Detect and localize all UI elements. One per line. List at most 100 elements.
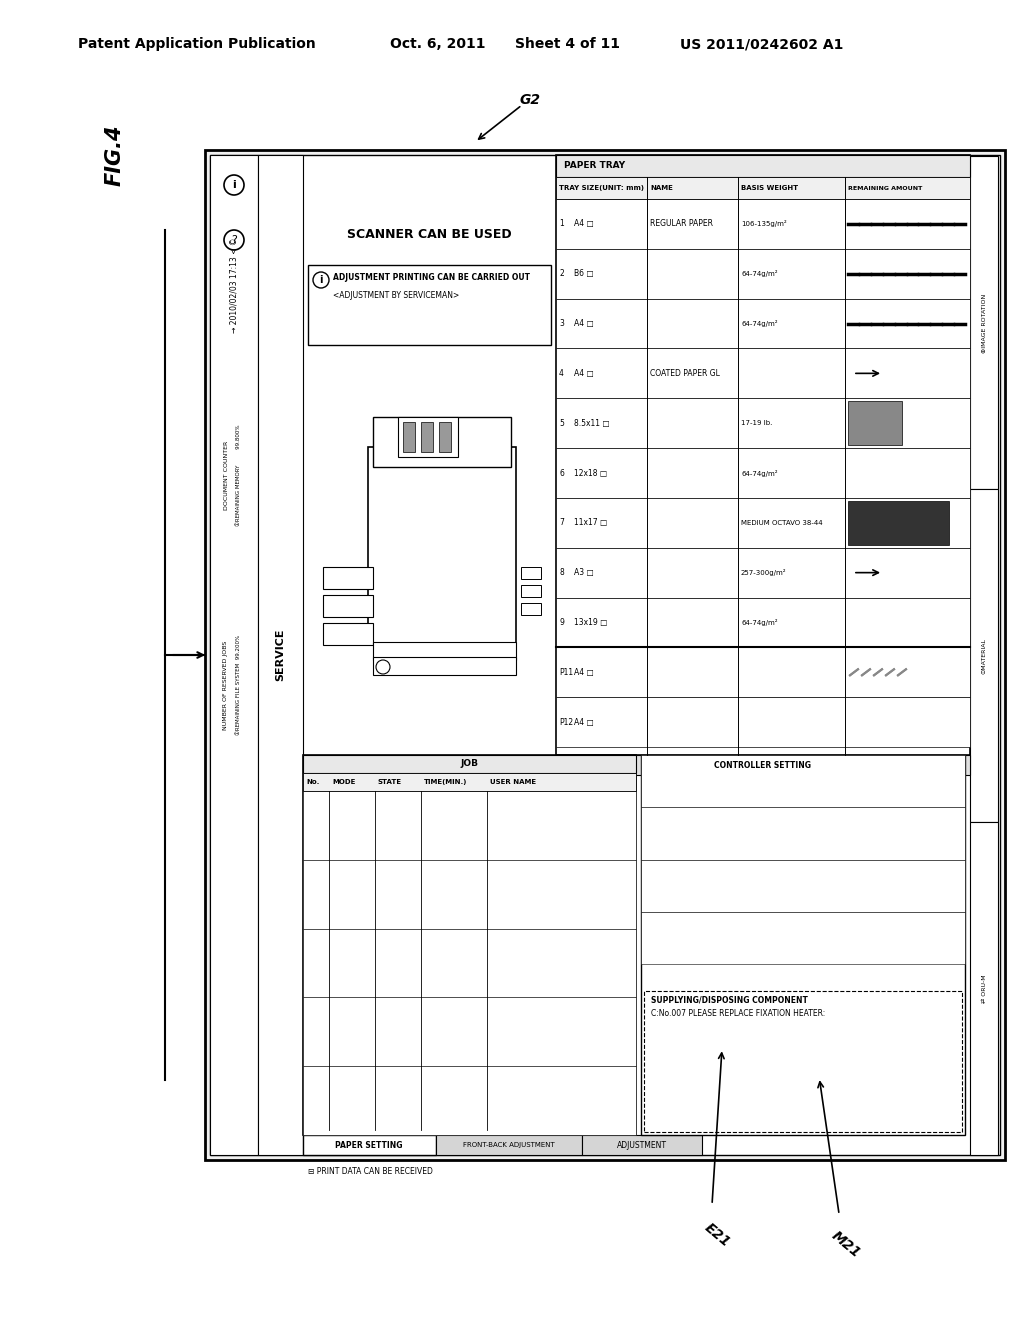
Text: i: i: [319, 275, 323, 285]
Bar: [439, 422, 451, 451]
Text: A4 □: A4 □: [574, 718, 594, 726]
Text: 17-19 lb.: 17-19 lb.: [741, 420, 772, 426]
Bar: [210, 154, 258, 1155]
Text: 11x17 □: 11x17 □: [574, 519, 607, 527]
Text: NUMBER OF RESERVED JOBS: NUMBER OF RESERVED JOBS: [223, 640, 228, 730]
Bar: [556, 154, 970, 177]
Text: FRONT-BACK ADJUSTMENT: FRONT-BACK ADJUSTMENT: [463, 1142, 555, 1148]
Text: ①REMAINING MEMORY         99.800%: ①REMAINING MEMORY 99.800%: [237, 424, 242, 525]
Text: P12: P12: [559, 718, 573, 726]
Bar: [556, 348, 970, 399]
Text: NAME: NAME: [650, 185, 673, 191]
Bar: [970, 488, 998, 822]
Text: JOB: JOB: [460, 759, 478, 768]
Bar: [373, 657, 516, 675]
Bar: [398, 417, 458, 457]
Bar: [641, 755, 965, 1135]
Bar: [303, 755, 636, 774]
Text: Oct. 6, 2011: Oct. 6, 2011: [390, 37, 485, 51]
Bar: [641, 859, 965, 912]
Text: 64-74g/m²: 64-74g/m²: [741, 319, 777, 327]
Text: SCANNER CAN BE USED: SCANNER CAN BE USED: [347, 228, 511, 242]
Bar: [556, 248, 970, 298]
Bar: [258, 154, 303, 1155]
Text: ⇄ ORU-M: ⇄ ORU-M: [981, 974, 986, 1003]
Text: C:No.007 PLEASE REPLACE FIXATION HEATER:: C:No.007 PLEASE REPLACE FIXATION HEATER:: [651, 1008, 825, 1018]
Text: 7: 7: [559, 519, 564, 527]
Circle shape: [224, 230, 244, 249]
Bar: [556, 697, 970, 747]
Bar: [308, 265, 551, 345]
Bar: [521, 603, 541, 615]
Circle shape: [376, 660, 390, 675]
Text: 64-74g/m²: 64-74g/m²: [741, 470, 777, 477]
Bar: [970, 156, 998, 488]
Text: 12x18 □: 12x18 □: [574, 469, 607, 478]
Text: PAPER TRAY: PAPER TRAY: [564, 161, 625, 170]
Text: STATE: STATE: [378, 779, 402, 785]
Text: A4 □: A4 □: [574, 319, 594, 329]
Bar: [641, 912, 965, 964]
Text: REMAINING AMOUNT: REMAINING AMOUNT: [848, 186, 923, 190]
Bar: [303, 928, 636, 998]
Bar: [848, 401, 901, 445]
Text: 3: 3: [559, 319, 564, 329]
Text: CONTROLLER SETTING: CONTROLLER SETTING: [715, 760, 811, 770]
Bar: [556, 154, 970, 755]
Text: TRAY SIZE(UNIT: mm): TRAY SIZE(UNIT: mm): [559, 185, 644, 191]
Text: 8.5x11 □: 8.5x11 □: [574, 418, 609, 428]
Text: ADJUSTMENT: ADJUSTMENT: [617, 1140, 667, 1150]
Circle shape: [313, 272, 329, 288]
Bar: [403, 422, 415, 451]
Bar: [303, 774, 636, 791]
Text: A4 □: A4 □: [574, 219, 594, 228]
Text: ⊙MATERIAL: ⊙MATERIAL: [981, 638, 986, 675]
Bar: [368, 447, 516, 645]
Bar: [521, 585, 541, 597]
Text: 13x19 □: 13x19 □: [574, 618, 607, 627]
Text: A3 □: A3 □: [574, 568, 594, 577]
Text: Patent Application Publication: Patent Application Publication: [78, 37, 315, 51]
Text: E21: E21: [702, 1221, 733, 1250]
Text: ⊟ PRINT DATA CAN BE RECEIVED: ⊟ PRINT DATA CAN BE RECEIVED: [308, 1167, 433, 1176]
Bar: [644, 990, 962, 1133]
Text: MODE: MODE: [332, 779, 355, 785]
Bar: [521, 568, 541, 579]
Text: <ADJUSTMENT BY SERVICEMAN>: <ADJUSTMENT BY SERVICEMAN>: [333, 290, 459, 300]
Bar: [373, 417, 511, 467]
Circle shape: [224, 176, 244, 195]
Text: SERVICE: SERVICE: [275, 628, 285, 681]
Text: A4 □: A4 □: [574, 368, 594, 378]
Bar: [205, 150, 1005, 1160]
Text: 8: 8: [559, 568, 564, 577]
Bar: [303, 791, 636, 859]
Bar: [556, 647, 970, 697]
Bar: [436, 1135, 582, 1155]
Text: PAPER SETTING: PAPER SETTING: [335, 1140, 402, 1150]
Bar: [303, 1067, 636, 1135]
Text: COATED PAPER GL: COATED PAPER GL: [650, 368, 720, 378]
Text: Sheet 4 of 11: Sheet 4 of 11: [515, 37, 620, 51]
Text: DOCUMENT COUNTER: DOCUMENT COUNTER: [223, 441, 228, 510]
Bar: [556, 548, 970, 598]
Bar: [556, 598, 970, 647]
Bar: [556, 447, 970, 498]
Text: 64-74g/m²: 64-74g/m²: [741, 619, 777, 626]
Text: M21: M21: [829, 1229, 863, 1261]
Bar: [556, 755, 970, 775]
Text: 257-300g/m²: 257-300g/m²: [741, 569, 786, 576]
Text: ①REMAINING FILE SYSTEM  99.200%: ①REMAINING FILE SYSTEM 99.200%: [237, 635, 242, 735]
Bar: [556, 498, 970, 548]
Text: 9: 9: [559, 618, 564, 627]
Text: P11: P11: [559, 668, 573, 677]
Text: USER NAME: USER NAME: [490, 779, 537, 785]
Text: B6 □: B6 □: [574, 269, 594, 279]
Text: 5: 5: [559, 418, 564, 428]
Text: 2: 2: [559, 269, 564, 279]
Bar: [323, 568, 373, 589]
Bar: [582, 1135, 702, 1155]
Bar: [303, 1135, 436, 1155]
Text: BASIS WEIGHT: BASIS WEIGHT: [741, 185, 798, 191]
Bar: [210, 154, 1000, 1155]
Text: ADJUSTMENT PRINTING CAN BE CARRIED OUT: ADJUSTMENT PRINTING CAN BE CARRIED OUT: [333, 273, 530, 282]
